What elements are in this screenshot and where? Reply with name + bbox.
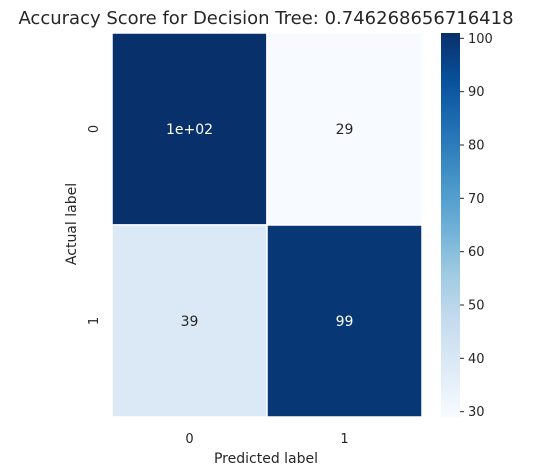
y-tick-label: 1 xyxy=(87,317,102,325)
heatmap-cell-0-0 xyxy=(111,32,268,226)
y-axis-label: Actual label xyxy=(64,183,80,265)
cell-value-label: 1e+02 xyxy=(166,122,213,138)
x-axis-label: Predicted label xyxy=(214,451,318,467)
colorbar-tick-label: 30 xyxy=(468,405,485,420)
cell-value-label: 39 xyxy=(181,314,199,330)
y-tick-label: 0 xyxy=(87,125,102,133)
colorbar-tick-label: 60 xyxy=(468,245,485,260)
heatmap-annotations: 1e+02 29 39 99 xyxy=(166,122,353,330)
colorbar-tick-label: 70 xyxy=(468,192,485,207)
chart-title: Accuracy Score for Decision Tree: 0.7462… xyxy=(18,8,513,29)
heatmap-cells xyxy=(111,32,423,418)
colorbar-tick-label: 50 xyxy=(468,299,485,314)
cell-value-label: 29 xyxy=(336,122,354,138)
x-tick-label: 1 xyxy=(340,432,348,447)
heatmap-cell-1-1 xyxy=(266,224,423,418)
colorbar-tick-label: 100 xyxy=(468,32,493,47)
heatmap-cell-0-1 xyxy=(266,32,423,226)
colorbar-tick-label: 90 xyxy=(468,85,485,100)
heatmap-cell-1-0 xyxy=(111,224,268,418)
y-axis-ticks: 01 xyxy=(87,125,102,325)
colorbar-tick-label: 80 xyxy=(468,139,485,154)
cell-value-label: 99 xyxy=(336,314,354,330)
colorbar-ticks: 30 40 50 60 70 80 90 100 xyxy=(460,32,493,420)
colorbar xyxy=(441,33,460,417)
x-tick-label: 0 xyxy=(185,432,193,447)
colorbar-tick-label: 40 xyxy=(468,352,485,367)
